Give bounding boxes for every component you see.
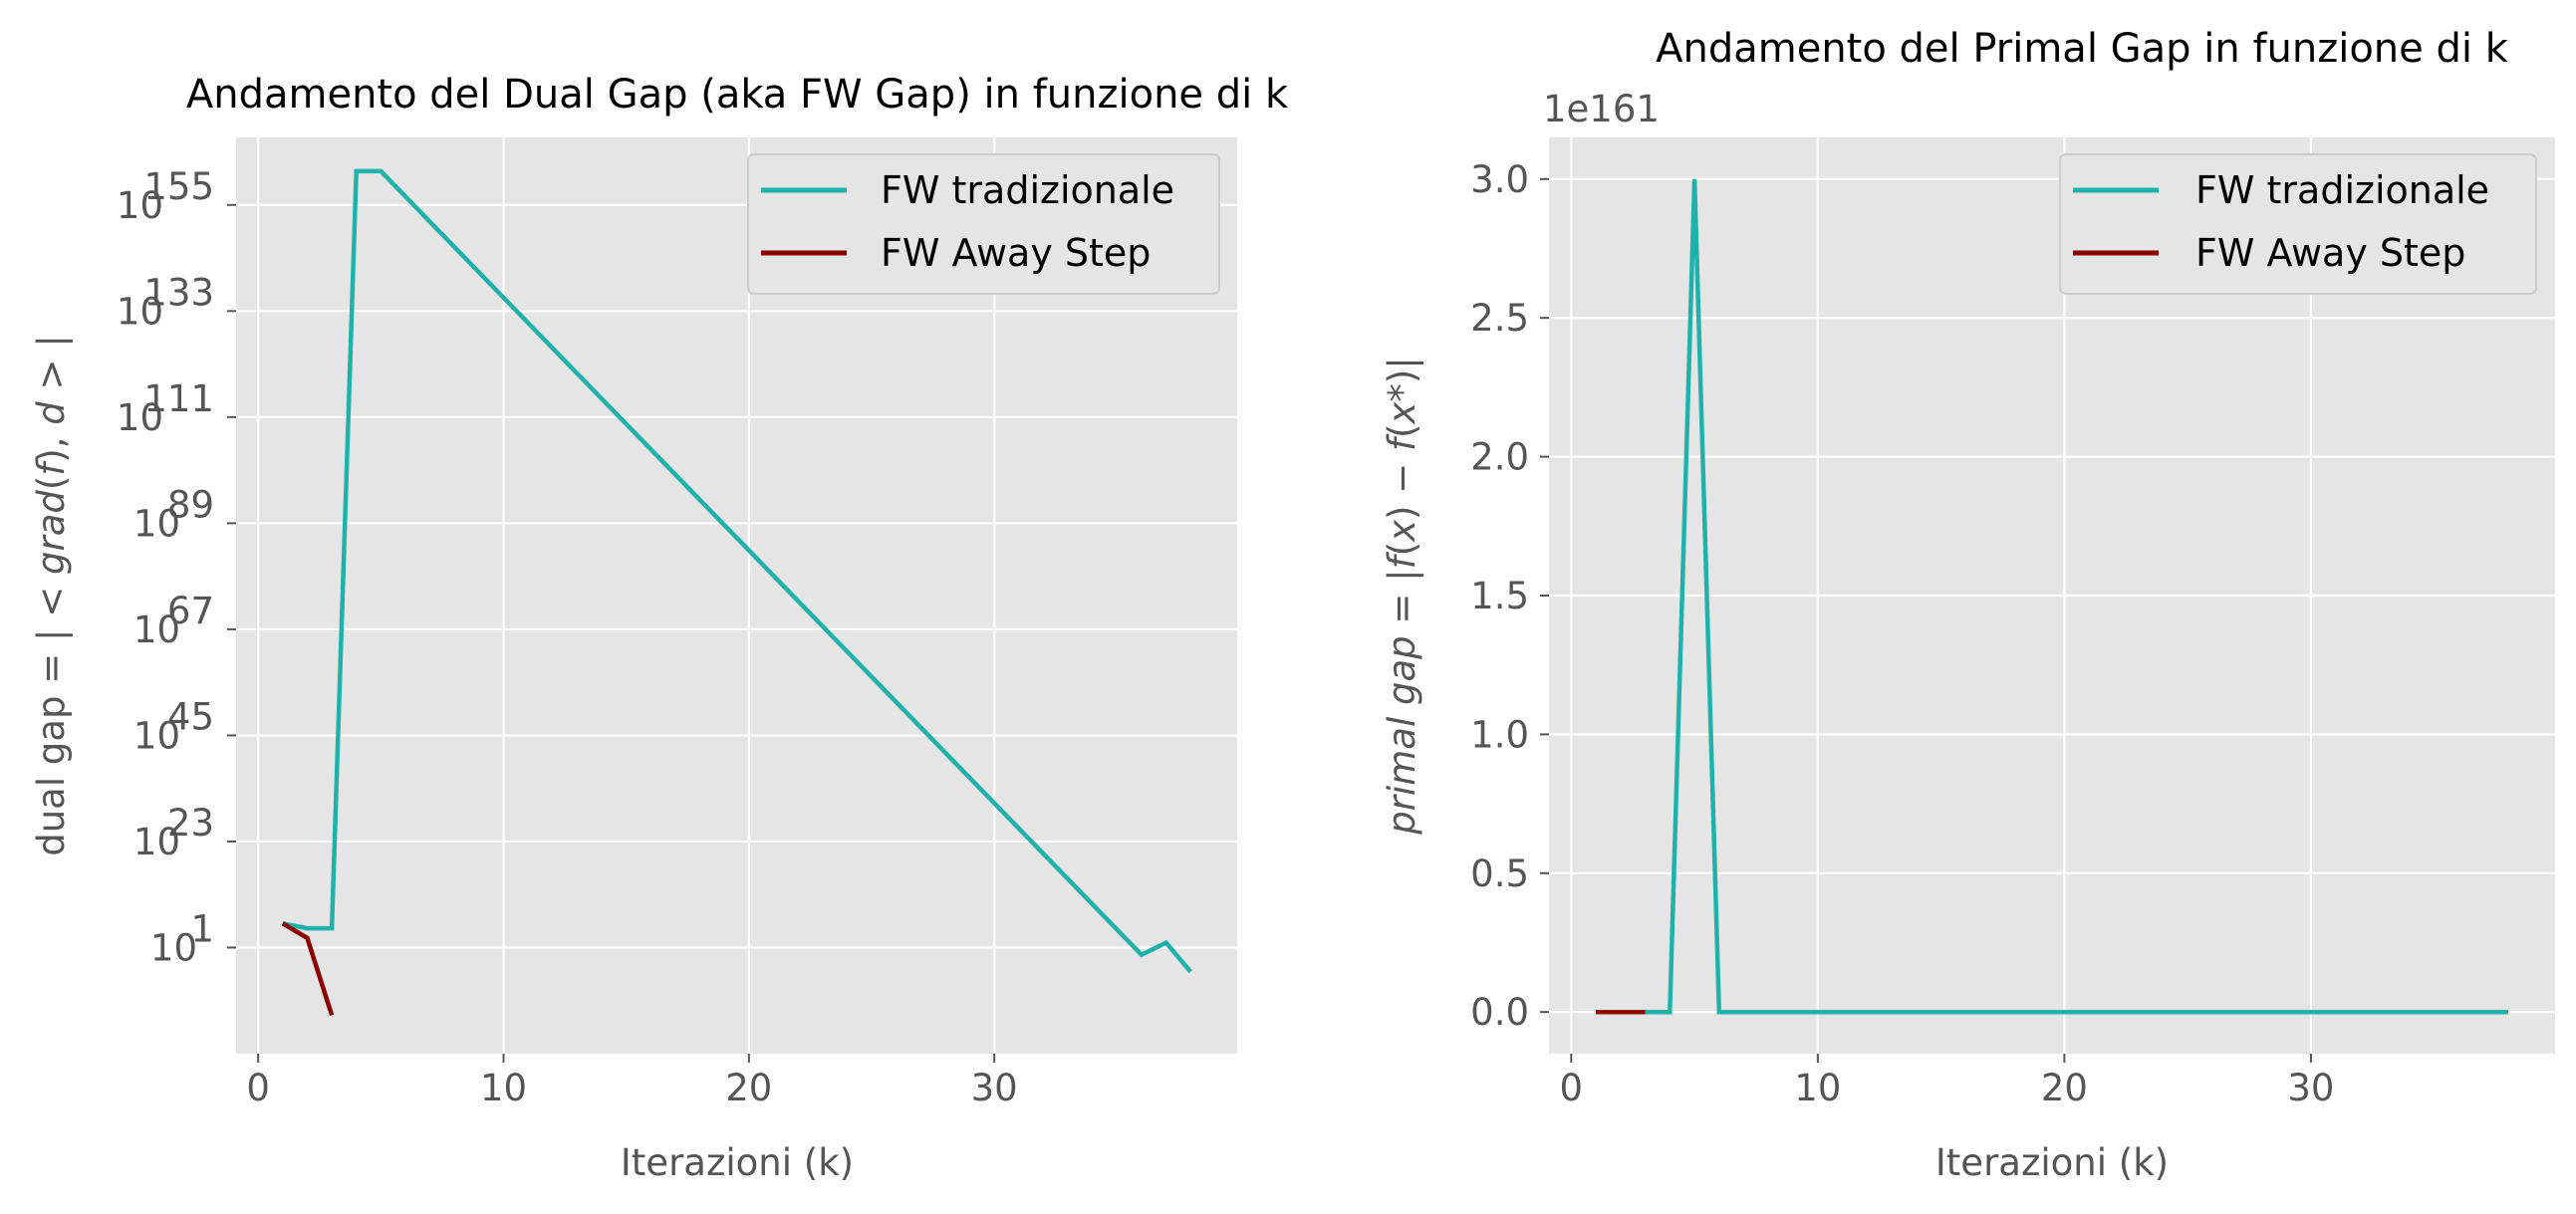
x-tick-label: 10: [1794, 1067, 1841, 1109]
series-line-fw-away-step: [281, 921, 335, 1016]
legend-box: [747, 153, 1220, 295]
x-tick-label: 30: [971, 1067, 1018, 1109]
grid: [1549, 137, 2555, 1054]
x-tick-label: 0: [246, 1067, 270, 1109]
y-tick-label: 3.0: [1470, 158, 1529, 201]
y-tick-exponent: 67: [167, 590, 214, 632]
chart-title: Andamento del Dual Gap (aka FW Gap) in f…: [186, 72, 1289, 118]
x-axis-label: Iterazioni (k): [621, 1141, 854, 1184]
axis-ticks: 0 10 20 30110231045106710891011110133101551…: [117, 165, 1018, 1109]
legend: FW tradizionale FW Away Step: [2059, 153, 2537, 295]
axis-ticks: 0 10 20 30 0.0 0.5 1.0 1.5 2.0 2.5 3.0: [1470, 158, 2334, 1109]
x-tick-label: 20: [725, 1067, 772, 1109]
x-tick-label: 10: [480, 1067, 527, 1109]
y-tick-label: 1.0: [1470, 713, 1529, 756]
dual-gap-chart: Andamento del Dual Gap (aka FW Gap) in f…: [30, 72, 1289, 1184]
x-tick-label: 30: [2287, 1067, 2334, 1109]
legend-label-fw-away-step: FW Away Step: [881, 231, 1151, 275]
y-tick-exponent: 23: [167, 802, 214, 845]
legend-label-fw-tradizionale: FW tradizionale: [881, 168, 1174, 212]
y-axis-label: primal gap = |f(x) − f(x*)|: [1381, 357, 1423, 836]
series-layer: [281, 168, 1192, 1016]
y-tick-exponent: 45: [167, 695, 214, 738]
legend-label-fw-away-step: FW Away Step: [2195, 231, 2465, 275]
y-tick-label: 10: [133, 821, 180, 863]
legend-box: [2059, 153, 2537, 295]
y-tick-label: 0.0: [1470, 991, 1529, 1034]
legend: FW tradizionale FW Away Step: [747, 153, 1220, 295]
x-tick-label: 20: [2041, 1067, 2088, 1109]
y-tick-exponent: 133: [143, 271, 214, 314]
y-tick-label: 10: [133, 502, 180, 545]
y-tick-exponent: 111: [143, 377, 214, 420]
y-tick-label: 10: [117, 396, 163, 439]
y-offset-label: 1e161: [1543, 88, 1660, 130]
y-tick-exponent: 89: [167, 483, 214, 526]
y-tick-label: 10: [150, 926, 197, 969]
y-axis-label: dual gap = | < grad(f), d > |: [30, 335, 73, 856]
x-axis-label: Iterazioni (k): [1935, 1141, 2169, 1184]
y-tick-label: 2.5: [1470, 297, 1529, 340]
y-tick-exponent: 1: [190, 907, 214, 950]
y-tick-label: 0.5: [1470, 852, 1529, 895]
chart-title: Andamento del Primal Gap in funzione di …: [1656, 26, 2509, 72]
x-tick-label: 0: [1560, 1067, 1584, 1109]
primal-gap-chart: Andamento del Primal Gap in funzione di …: [1381, 26, 2555, 1184]
y-tick-label: 10: [117, 184, 163, 227]
y-tick-label: 10: [133, 608, 180, 651]
y-tick-label: 10: [133, 714, 180, 757]
y-tick-label: 2.0: [1470, 436, 1529, 479]
y-tick-label: 10: [117, 290, 163, 333]
series-layer: [1596, 178, 2508, 1015]
y-tick-label: 1.5: [1470, 575, 1529, 617]
series-line-fw-tradizionale: [282, 168, 1192, 974]
legend-label-fw-tradizionale: FW tradizionale: [2195, 168, 2489, 212]
y-tick-exponent: 155: [143, 165, 214, 208]
